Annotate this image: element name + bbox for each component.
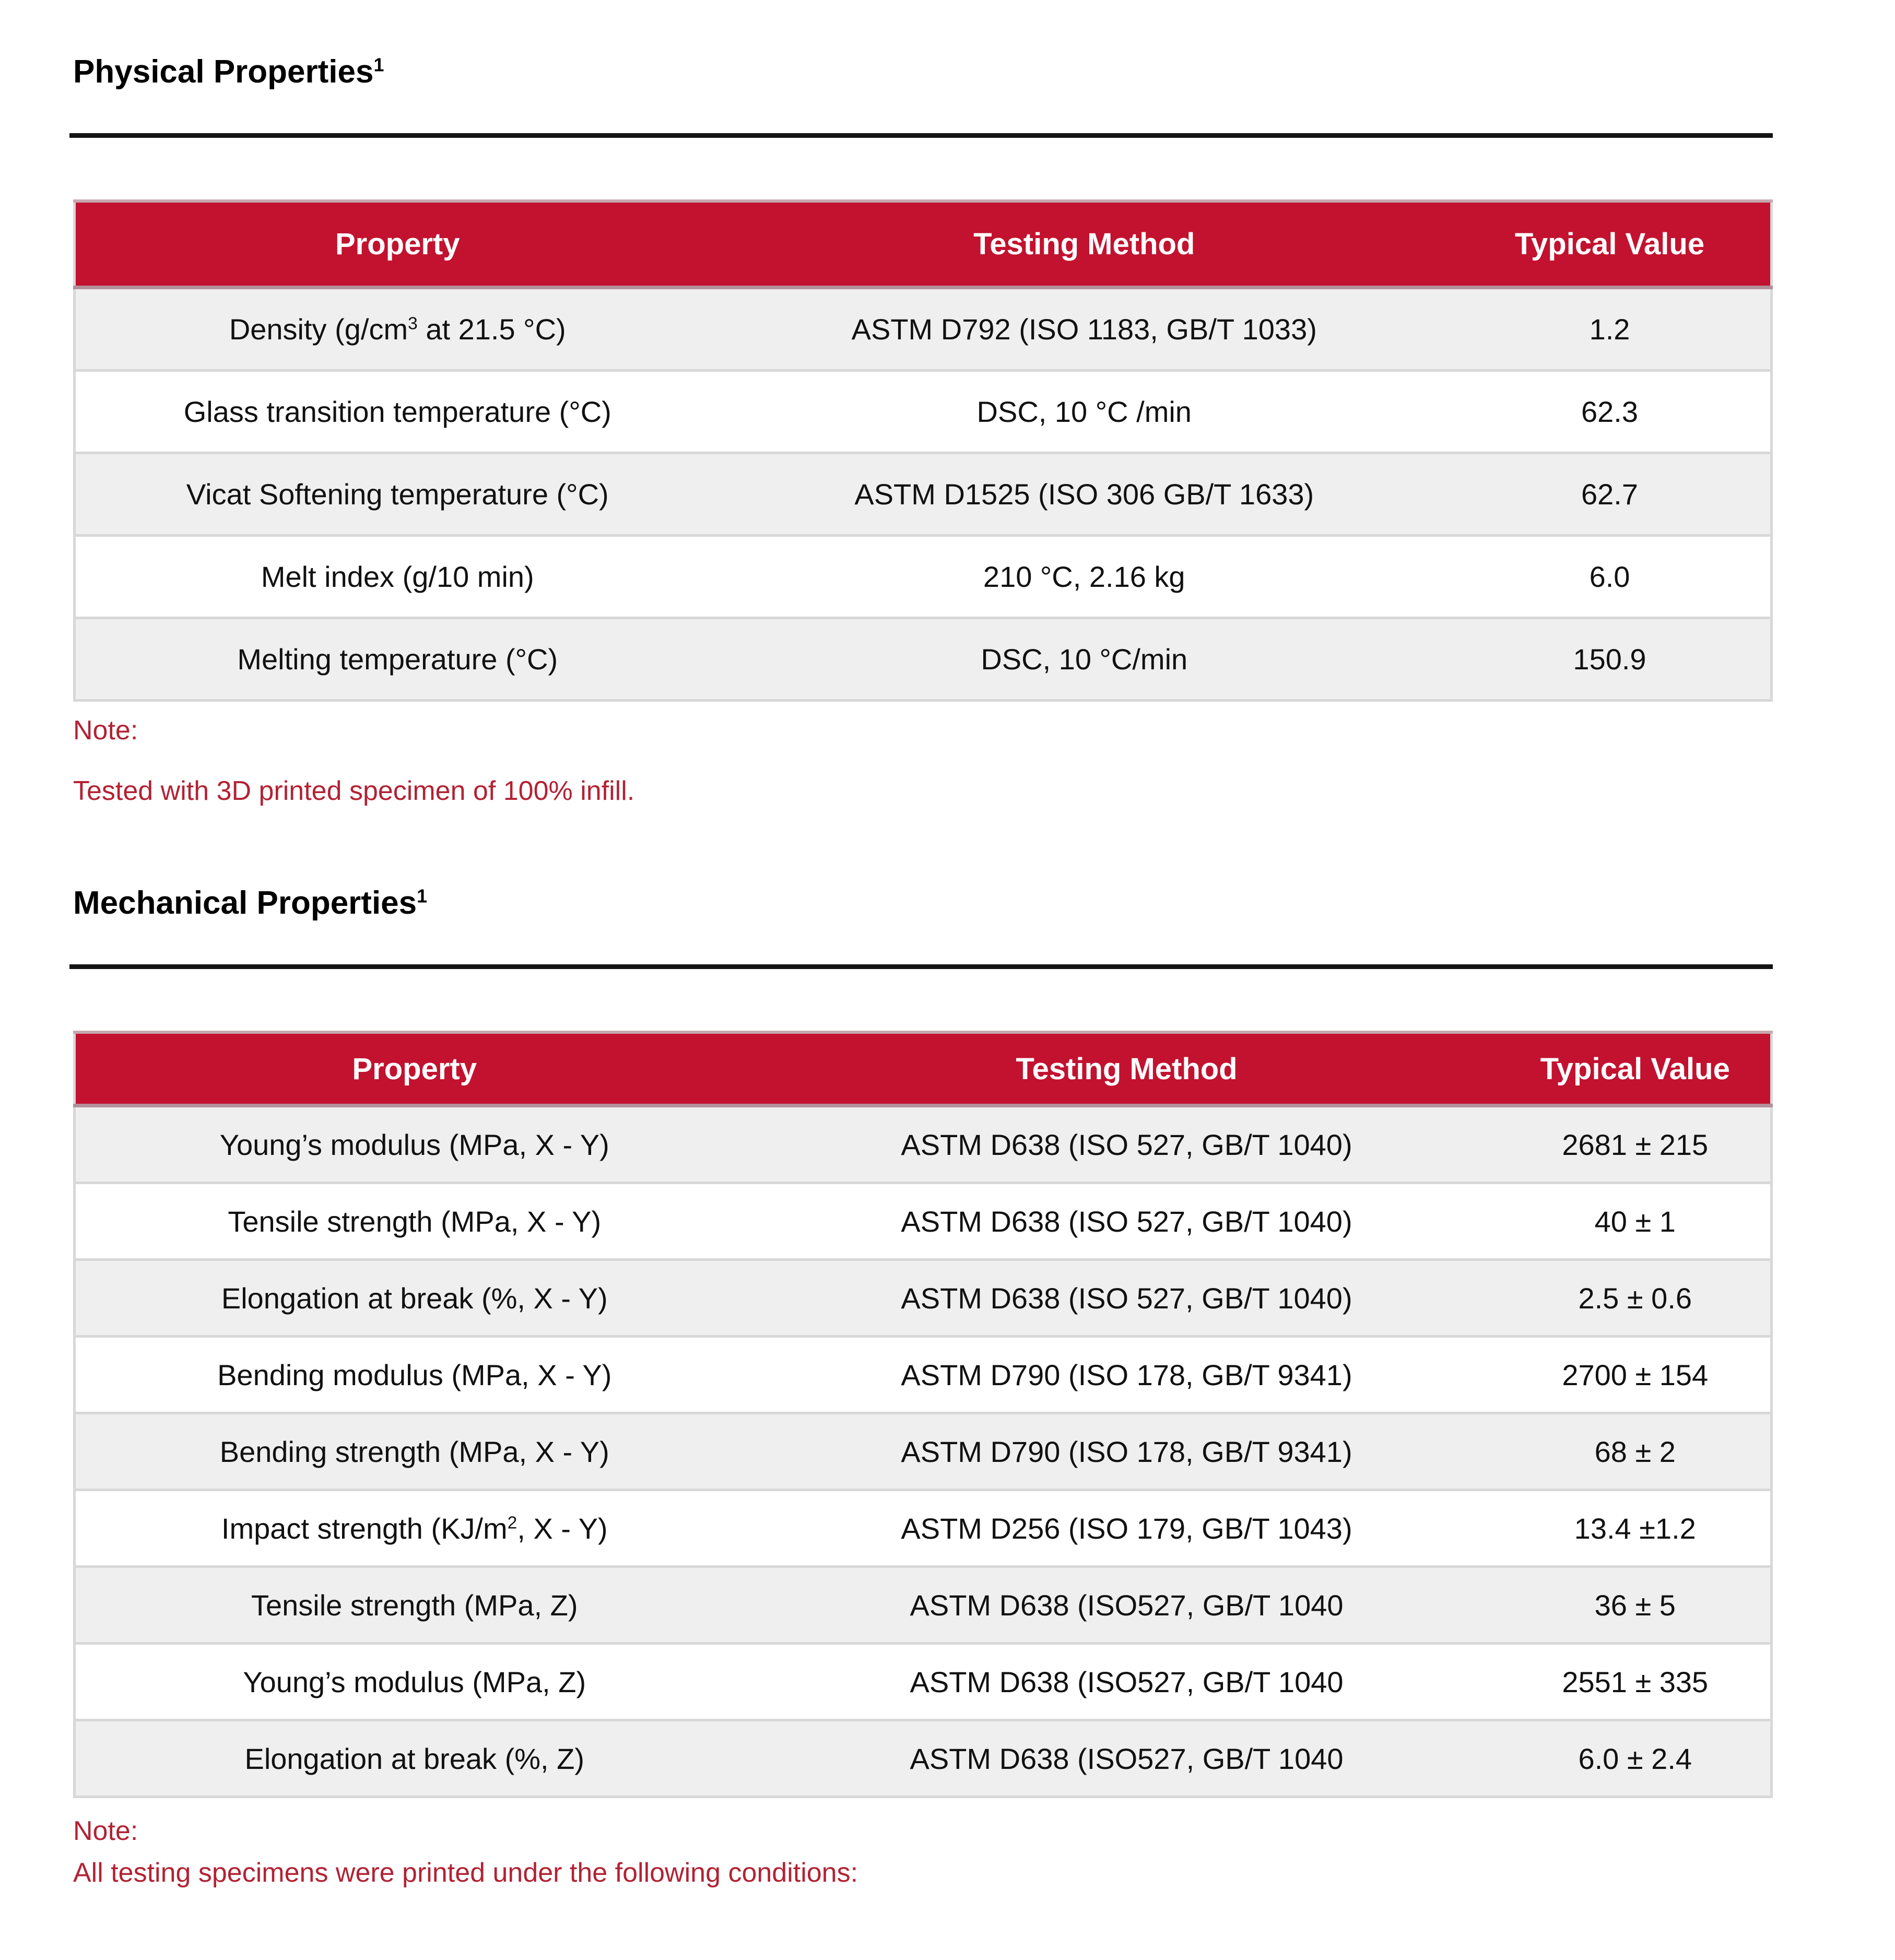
testing-method-cell: ASTM D638 (ISO527, GB/T 1040 (753, 1565, 1500, 1644)
heading-superscript: 1 (417, 885, 428, 907)
typical-value-cell: 2681 ± 215 (1500, 1105, 1772, 1183)
typical-value-cell: 1.2 (1449, 287, 1772, 371)
page-title: Physical Properties1 (73, 53, 1773, 90)
table-row: Glass transition temperature (°C) DSC, 10… (74, 369, 1772, 453)
testing-method-cell: ASTM D638 (ISO 527, GB/T 1040) (753, 1182, 1500, 1260)
table-header-row: Property Testing Method Typical Value (74, 199, 1772, 290)
table-row: Tensile strength (MPa, X - Y) ASTM D638 (… (74, 1182, 1772, 1260)
testing-method-cell: 210 °C, 2.16 kg (719, 534, 1449, 618)
property-cell: Tensile strength (MPa, X - Y) (74, 1182, 754, 1260)
typical-value-cell: 6.0 (1449, 534, 1772, 618)
column-header-property: Property (74, 1031, 754, 1108)
table-row: Impact strength (KJ/m2, X - Y) ASTM D256 … (74, 1489, 1772, 1567)
table-header: Property Testing Method Typical Value (74, 199, 1772, 290)
column-header-testing-method: Testing Method (719, 199, 1449, 290)
testing-method-cell: ASTM D1525 (ISO 306 GB/T 1633) (719, 452, 1449, 536)
property-cell: Impact strength (KJ/m2, X - Y) (74, 1489, 754, 1567)
testing-method-cell: ASTM D790 (ISO 178, GB/T 9341) (753, 1412, 1500, 1490)
property-cell: Elongation at break (%, Z) (74, 1719, 754, 1797)
testing-method-cell: ASTM D256 (ISO 179, GB/T 1043) (753, 1489, 1500, 1567)
table-row: Elongation at break (%, X - Y) ASTM D638 … (74, 1258, 1772, 1337)
testing-method-cell: ASTM D638 (ISO 527, GB/T 1040) (753, 1258, 1500, 1337)
property-cell: Vicat Softening temperature (°C) (74, 452, 720, 536)
column-header-property: Property (74, 199, 720, 290)
testing-method-cell: DSC, 10 °C/min (719, 617, 1449, 701)
property-cell: Young’s modulus (MPa, X - Y) (74, 1105, 754, 1183)
testing-method-cell: ASTM D638 (ISO527, GB/T 1040 (753, 1642, 1500, 1720)
note-label: Note: (73, 1816, 138, 1847)
property-cell: Young’s modulus (MPa, Z) (74, 1642, 754, 1720)
typical-value-cell: 13.4 ±1.2 (1500, 1489, 1772, 1567)
note-text: Tested with 3D printed specimen of 100% … (73, 776, 635, 807)
table-row: Density (g/cm3 at 21.5 °C) ASTM D792 (ISO… (74, 287, 1772, 371)
heading-divider (69, 964, 1773, 970)
mechanical-properties-table: Property Testing Method Typical Value Yo… (73, 1031, 1773, 1799)
section-physical-properties: Physical Properties1 Property Testing Me… (69, 53, 1773, 807)
table-row: Young’s modulus (MPa, X - Y) ASTM D638 (I… (74, 1105, 1772, 1183)
table-body: Density (g/cm3 at 21.5 °C) ASTM D792 (ISO… (74, 287, 1772, 701)
testing-method-cell: ASTM D638 (ISO 527, GB/T 1040) (753, 1105, 1500, 1183)
physical-properties-table: Property Testing Method Typical Value De… (73, 199, 1773, 702)
typical-value-cell: 2700 ± 154 (1500, 1335, 1772, 1413)
table-row: Young’s modulus (MPa, Z) ASTM D638 (ISO52… (74, 1642, 1772, 1720)
table-row: Vicat Softening temperature (°C) ASTM D15… (74, 452, 1772, 536)
property-superscript: 2 (507, 1513, 517, 1533)
heading-superscript: 1 (373, 54, 384, 76)
testing-method-cell: ASTM D638 (ISO527, GB/T 1040 (753, 1719, 1500, 1797)
typical-value-cell: 150.9 (1449, 617, 1772, 701)
property-superscript: 3 (408, 314, 418, 334)
property-cell: Tensile strength (MPa, Z) (74, 1565, 754, 1644)
testing-method-cell: ASTM D790 (ISO 178, GB/T 9341) (753, 1335, 1500, 1413)
property-cell: Glass transition temperature (°C) (74, 369, 720, 453)
note-text: All testing specimens were printed under… (73, 1857, 858, 1888)
section-title: Mechanical Properties1 (73, 884, 1773, 922)
property-cell: Density (g/cm3 at 21.5 °C) (74, 287, 720, 371)
column-header-testing-method: Testing Method (753, 1031, 1500, 1108)
table-header-row: Property Testing Method Typical Value (74, 1031, 1772, 1108)
table-row: Melting temperature (°C) DSC, 10 °C/min 15… (74, 617, 1772, 701)
property-cell: Bending modulus (MPa, X - Y) (74, 1335, 754, 1413)
table-row: Elongation at break (%, Z) ASTM D638 (ISO… (74, 1719, 1772, 1797)
testing-method-cell: DSC, 10 °C /min (719, 369, 1449, 453)
property-cell: Bending strength (MPa, X - Y) (74, 1412, 754, 1490)
column-header-typical-value: Typical Value (1500, 1031, 1772, 1108)
heading-divider (69, 133, 1773, 138)
typical-value-cell: 2551 ± 335 (1500, 1642, 1772, 1720)
note-label: Note: (73, 715, 138, 746)
section-mechanical-properties: Mechanical Properties1 Property Testing … (69, 884, 1773, 1889)
typical-value-cell: 6.0 ± 2.4 (1500, 1719, 1772, 1797)
typical-value-cell: 62.7 (1449, 452, 1772, 536)
typical-value-cell: 40 ± 1 (1500, 1182, 1772, 1260)
table-row: Tensile strength (MPa, Z) ASTM D638 (ISO5… (74, 1565, 1772, 1644)
typical-value-cell: 62.3 (1449, 369, 1772, 453)
typical-value-cell: 36 ± 5 (1500, 1565, 1772, 1644)
property-cell: Melting temperature (°C) (74, 617, 720, 701)
column-header-typical-value: Typical Value (1449, 199, 1772, 290)
section-heading-text: Mechanical Properties (73, 884, 417, 921)
typical-value-cell: 2.5 ± 0.6 (1500, 1258, 1772, 1337)
property-cell: Elongation at break (%, X - Y) (74, 1258, 754, 1337)
table-row: Melt index (g/10 min) 210 °C, 2.16 kg 6.0 (74, 534, 1772, 618)
table-header: Property Testing Method Typical Value (74, 1031, 1772, 1108)
table-row: Bending strength (MPa, X - Y) ASTM D790 (… (74, 1412, 1772, 1490)
property-cell: Melt index (g/10 min) (74, 534, 720, 618)
typical-value-cell: 68 ± 2 (1500, 1412, 1772, 1490)
section-heading-text: Physical Properties (73, 54, 374, 90)
table-row: Bending modulus (MPa, X - Y) ASTM D790 (I… (74, 1335, 1772, 1413)
table-body: Young’s modulus (MPa, X - Y) ASTM D638 (I… (74, 1105, 1772, 1797)
testing-method-cell: ASTM D792 (ISO 1183, GB/T 1033) (719, 287, 1449, 371)
